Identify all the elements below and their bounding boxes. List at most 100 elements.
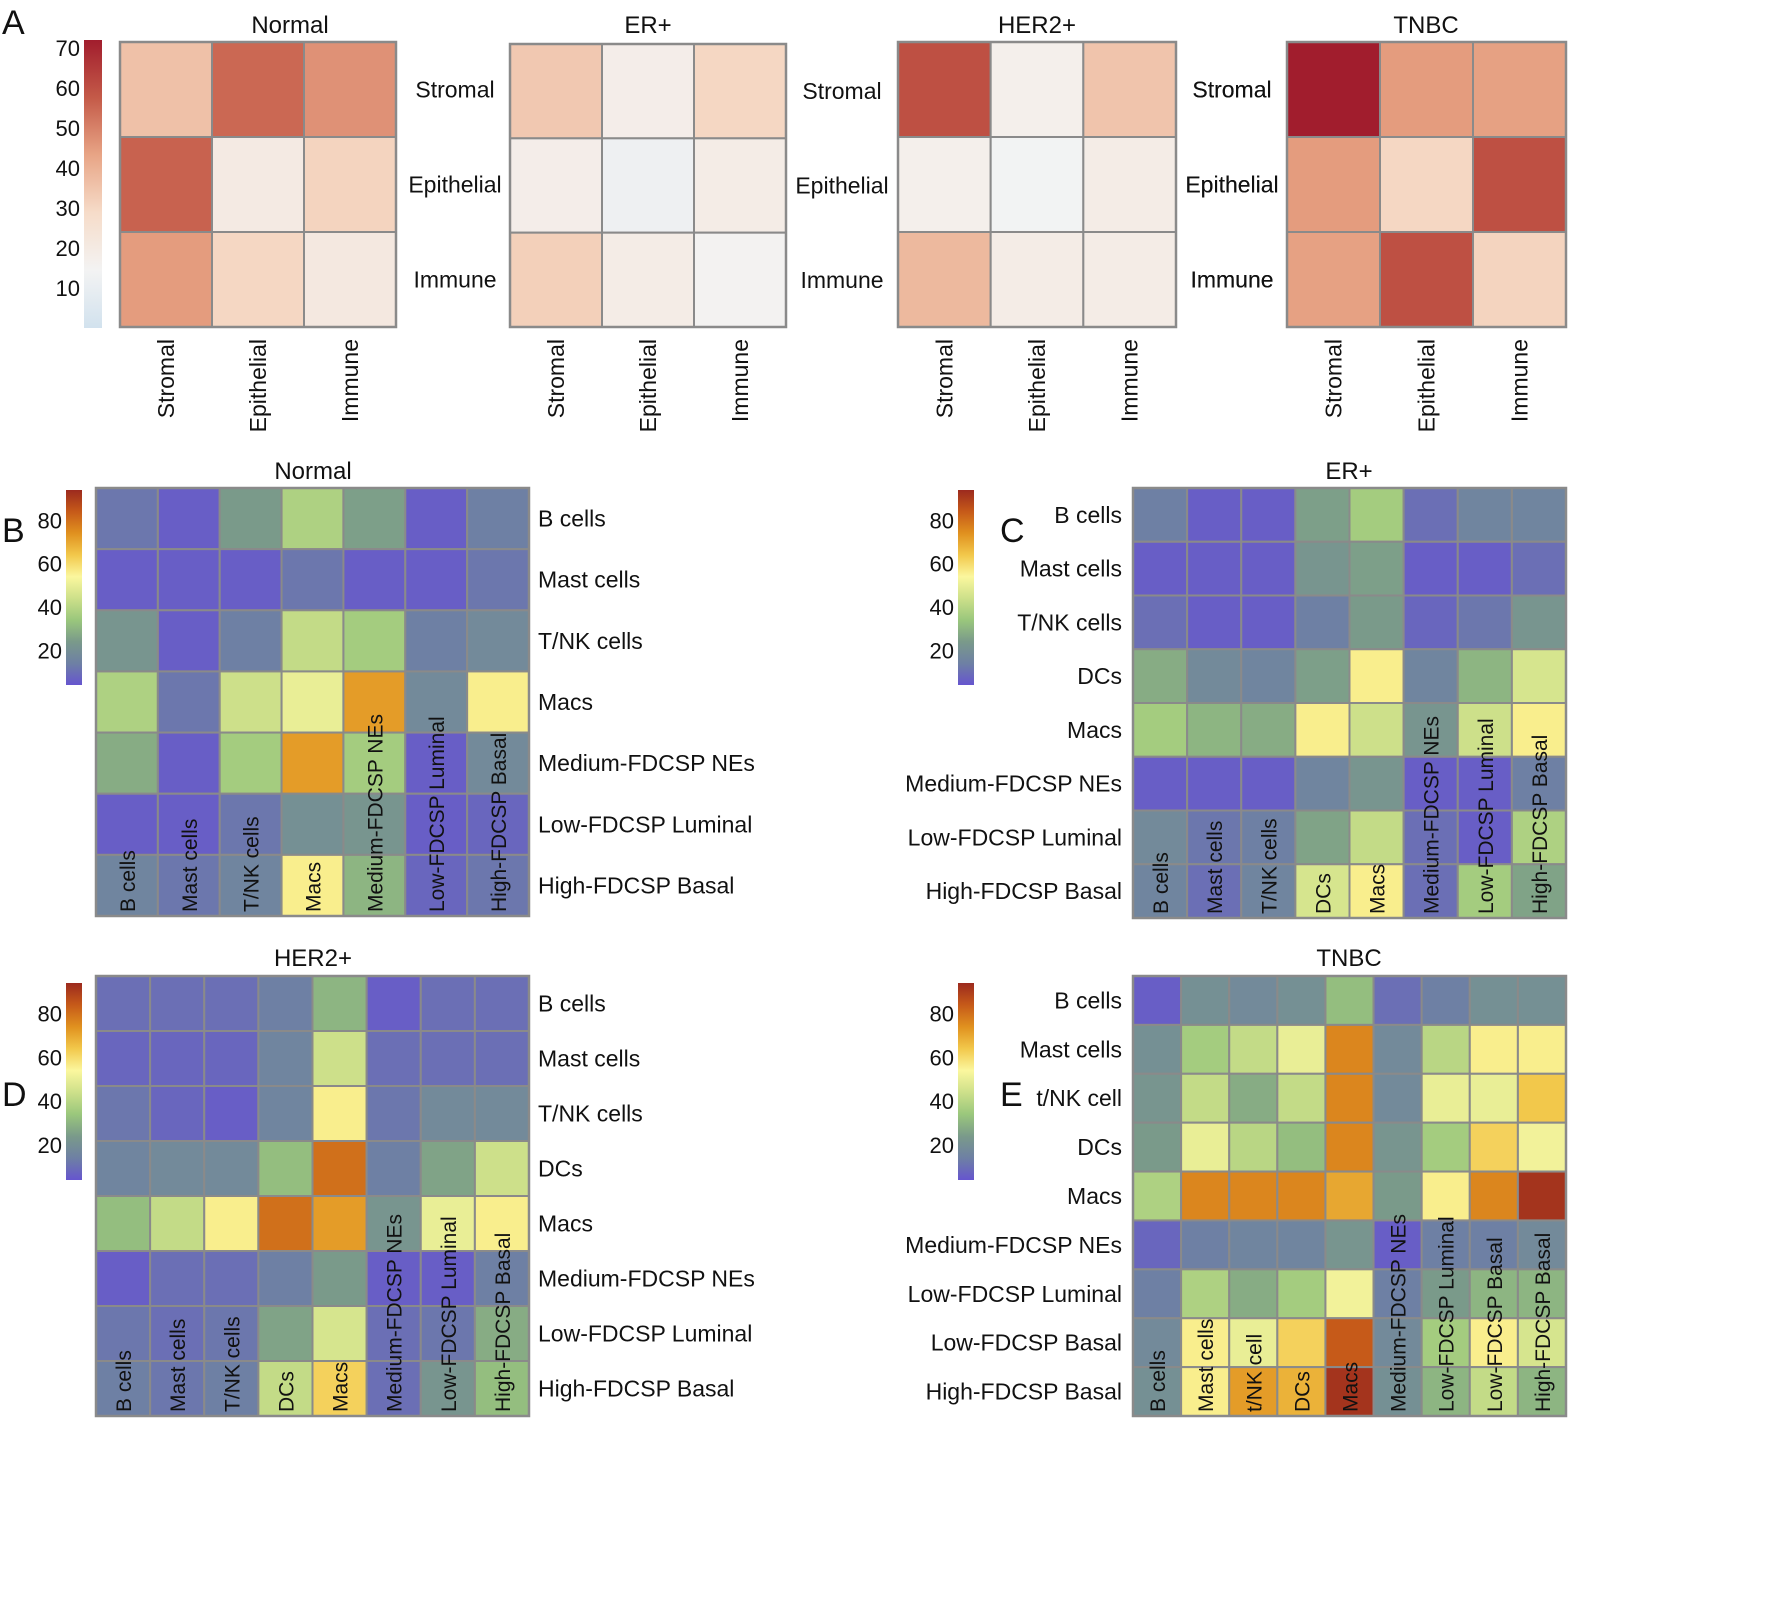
- heatmap-cell-d-her2-r4-c2: [203, 1195, 260, 1252]
- col-label-d-her2-t-nk-cells: T/NK cells: [221, 1316, 244, 1412]
- col-label-a-tnbc-epithelial: Epithelial: [1414, 339, 1440, 432]
- colorbars-layer: 1020304050607020406080204060802040608020…: [38, 36, 974, 1180]
- heatmap-cell-d-her2-r5-c7: [473, 1250, 530, 1307]
- heatmap-cell-c-er-r7-c7: [1510, 863, 1567, 919]
- heatmap-cell-b-normal-r2-c0: [95, 609, 159, 673]
- heatmap-title-a-normal: Normal: [251, 12, 328, 39]
- row-label-e-tnbc-medium-fdcsp-nes: Medium-FDCSP NEs: [905, 1232, 1122, 1258]
- heatmap-cell-a-normal-r0-c2: [303, 41, 397, 138]
- heatmap-cell-d-her2-r3-c2: [203, 1140, 260, 1197]
- panel-letter-a: A: [2, 4, 25, 42]
- heatmap-cell-c-er-r5-c1: [1186, 755, 1243, 812]
- heatmap-cell-e-tnbc-r1-c6: [1420, 1023, 1471, 1075]
- heatmap-cell-e-tnbc-r4-c7: [1468, 1170, 1519, 1222]
- row-label-d-her2-b-cells: B cells: [538, 991, 606, 1017]
- col-label-c-er-low-fdcsp-luminal: Low-FDCSP Luminal: [1475, 718, 1498, 914]
- heatmap-cell-d-her2-r1-c3: [257, 1030, 314, 1087]
- heatmap-e-tnbc: TNBC B cells Mast cells t/NK cell DCs Macs Med…: [905, 945, 1568, 1418]
- col-label-d-her2-mast-cells: Mast cells: [167, 1319, 190, 1412]
- heatmap-cell-e-tnbc-r5-c6: [1420, 1219, 1471, 1271]
- heatmap-cell-b-normal-r2-c6: [466, 609, 530, 673]
- colorbar-tick-3-60: 60: [38, 1045, 62, 1070]
- heatmap-cell-d-her2-r5-c3: [257, 1250, 314, 1307]
- panel-letter-e: E: [1000, 1076, 1023, 1114]
- heatmap-cell-c-er-r5-c5: [1402, 755, 1459, 812]
- heatmap-cell-d-her2-r3-c6: [419, 1140, 476, 1197]
- row-label-b-normal-medium-fdcsp-nes: Medium-FDCSP NEs: [538, 750, 755, 776]
- col-label-c-er-mast-cells: Mast cells: [1204, 821, 1227, 914]
- heatmap-cell-d-her2-r6-c4: [311, 1305, 368, 1362]
- heatmap-cell-b-normal-r4-c0: [95, 731, 159, 795]
- heatmap-cell-d-her2-r0-c0: [95, 975, 152, 1032]
- row-label-a-tnbc-immune: Immune: [1190, 267, 1273, 293]
- heatmap-cell-d-her2-r0-c6: [419, 975, 476, 1032]
- col-label-b-normal-low-fdcsp-luminal: Low-FDCSP Luminal: [426, 716, 449, 912]
- heatmap-cell-c-er-r4-c1: [1186, 702, 1243, 758]
- heatmap-cell-c-er-r0-c0: [1132, 487, 1189, 543]
- row-label-e-tnbc-mast-cells: Mast cells: [1020, 1036, 1122, 1062]
- heatmap-cell-e-tnbc-r0-c2: [1228, 975, 1279, 1026]
- heatmap-cell-c-er-r5-c4: [1348, 755, 1405, 812]
- heatmap-cell-b-normal-r0-c1: [156, 487, 221, 551]
- colorbar-tick-4-40: 40: [930, 1089, 954, 1114]
- heatmap-cell-d-her2-r1-c6: [419, 1030, 476, 1087]
- heatmap-cell-c-er-r6-c2: [1240, 809, 1297, 866]
- heatmap-cell-e-tnbc-r3-c5: [1372, 1121, 1423, 1173]
- heatmap-cell-a-tnbc-r1-c2: [1472, 136, 1567, 233]
- heatmap-cell-b-normal-r3-c5: [404, 670, 469, 734]
- heatmap-cell-c-er-r7-c0: [1132, 863, 1189, 919]
- heatmap-cell-b-normal-r1-c1: [156, 548, 221, 612]
- heatmap-cell-d-her2-r1-c4: [311, 1030, 368, 1087]
- heatmap-cell-c-er-r2-c3: [1294, 594, 1351, 651]
- heatmap-cell-d-her2-r4-c0: [95, 1195, 152, 1252]
- heatmap-cell-c-er-r2-c7: [1510, 594, 1567, 651]
- heatmap-cell-d-her2-r3-c4: [311, 1140, 368, 1197]
- heatmap-cell-b-normal-r1-c6: [466, 548, 530, 612]
- heatmap-cell-a-normal-r2-c2: [303, 231, 397, 328]
- row-label-b-normal-macs: Macs: [538, 689, 593, 715]
- heatmap-title-a-her2: HER2+: [998, 12, 1076, 39]
- heatmap-cell-e-tnbc-r6-c4: [1324, 1268, 1375, 1320]
- col-label-a-tnbc-immune: Immune: [1507, 339, 1533, 422]
- row-label-d-her2-macs: Macs: [538, 1211, 593, 1237]
- col-label-d-her2-low-fdcsp-luminal: Low-FDCSP Luminal: [438, 1216, 461, 1412]
- heatmap-cell-e-tnbc-r1-c4: [1324, 1023, 1375, 1075]
- heatmap-cell-b-normal-r2-c2: [218, 609, 283, 673]
- heatmap-cell-c-er-r0-c1: [1186, 487, 1243, 543]
- heatmap-cell-b-normal-r5-c0: [95, 792, 159, 856]
- heatmap-cell-d-her2-r3-c7: [473, 1140, 530, 1197]
- heatmap-a-her2: HER2+ Stromal Epithelial Immune Stromal Epith…: [896, 12, 1279, 432]
- heatmap-cell-e-tnbc-r0-c8: [1516, 975, 1568, 1026]
- heatmap-cell-d-her2-r0-c3: [257, 975, 314, 1032]
- heatmap-cell-a-tnbc-r2-c2: [1472, 231, 1567, 328]
- heatmap-cell-b-normal-r2-c1: [156, 609, 221, 673]
- heatmap-frame-d-her2: [94, 974, 531, 1418]
- heatmap-cell-e-tnbc-r6-c2: [1228, 1268, 1279, 1320]
- heatmap-cell-b-normal-r3-c3: [280, 670, 345, 734]
- heatmap-cell-d-her2-r1-c0: [95, 1030, 152, 1087]
- heatmap-cell-c-er-r3-c3: [1294, 648, 1351, 704]
- heatmap-cell-c-er-r4-c0: [1132, 702, 1189, 758]
- heatmap-title-c-er: ER+: [1325, 458, 1372, 485]
- heatmap-cell-c-er-r1-c2: [1240, 540, 1297, 597]
- col-label-b-normal-mast-cells: Mast cells: [179, 819, 202, 912]
- heatmap-cell-c-er-r7-c1: [1186, 863, 1243, 919]
- colorbar-tick-3-40: 40: [38, 1089, 62, 1114]
- heatmap-cell-c-er-r2-c0: [1132, 594, 1189, 651]
- colorbar-tick-0-70: 70: [56, 36, 80, 61]
- colorbar-tick-0-30: 30: [56, 196, 80, 221]
- row-label-c-er-mast-cells: Mast cells: [1020, 556, 1122, 582]
- heatmap-cell-a-normal-r1-c0: [119, 136, 213, 233]
- heatmap-cell-d-her2-r6-c3: [257, 1305, 314, 1362]
- heatmap-cell-e-tnbc-r0-c4: [1324, 975, 1375, 1026]
- heatmap-cell-b-normal-r3-c4: [342, 670, 407, 734]
- colorbar-gradient-3: [66, 983, 82, 1180]
- row-label-b-normal-mast-cells: Mast cells: [538, 567, 640, 593]
- heatmap-cell-e-tnbc-r1-c1: [1180, 1023, 1231, 1075]
- row-label-c-er-dcs: DCs: [1077, 663, 1122, 689]
- col-label-e-tnbc-low-fdcsp-basal: Low-FDCSP Basal: [1484, 1237, 1507, 1412]
- heatmap-cell-b-normal-r5-c6: [466, 792, 530, 856]
- col-label-e-tnbc-medium-fdcsp-nes: Medium-FDCSP NEs: [1388, 1214, 1411, 1412]
- heatmap-cell-b-normal-r0-c5: [404, 487, 469, 551]
- panel-letter-b: B: [2, 512, 25, 550]
